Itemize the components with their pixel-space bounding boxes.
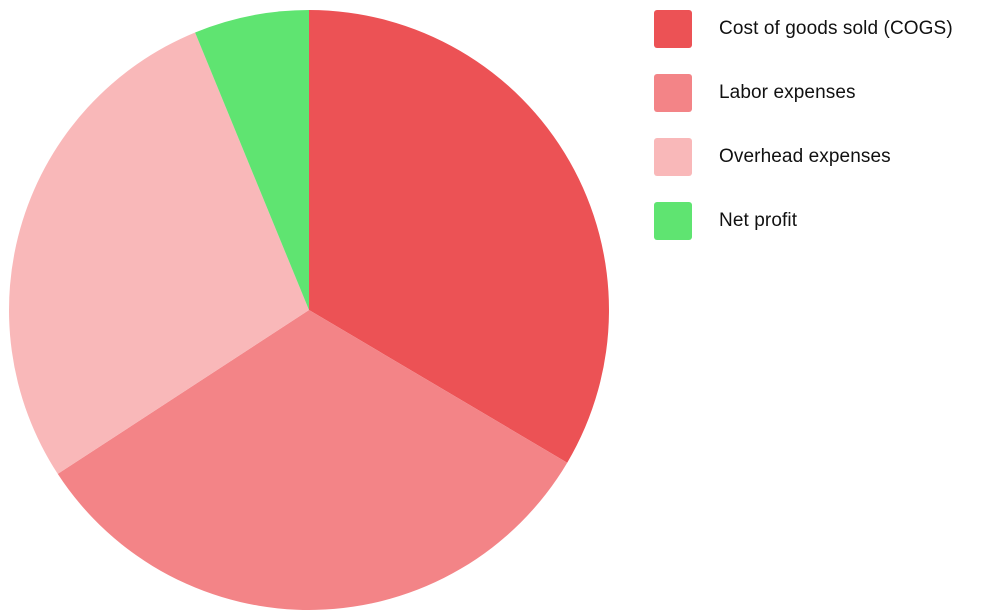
legend-item-3[interactable]: Net profit (654, 202, 994, 240)
legend-swatch (654, 138, 692, 176)
pie-slice-1[interactable] (57, 310, 568, 610)
legend-label: Cost of goods sold (COGS) (719, 18, 953, 39)
legend-label: Overhead expenses (719, 146, 891, 167)
pie-slice-0[interactable] (309, 10, 609, 463)
pie-slice-2[interactable] (9, 32, 309, 474)
legend-swatch (654, 202, 692, 240)
pie-plot (9, 10, 609, 610)
legend-item-2[interactable]: Overhead expenses (654, 138, 994, 176)
legend-swatch (654, 10, 692, 48)
legend-label: Net profit (719, 210, 798, 231)
legend-item-1[interactable]: Labor expenses (654, 74, 994, 112)
legend-item-0[interactable]: Cost of goods sold (COGS) (654, 10, 994, 48)
legend: Cost of goods sold (COGS) Labor expenses O… (654, 10, 994, 266)
legend-swatch (654, 74, 692, 112)
legend-label: Labor expenses (719, 82, 856, 103)
pie-slice-3[interactable] (195, 10, 309, 310)
